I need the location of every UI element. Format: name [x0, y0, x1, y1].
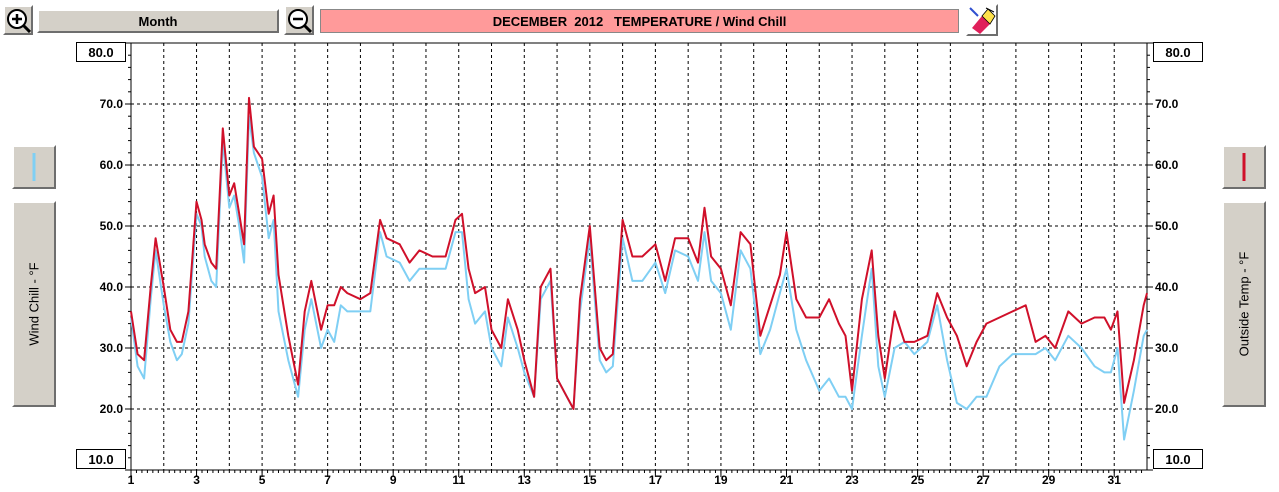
x-tick-label: 15 [583, 473, 597, 487]
x-tick-label: 5 [259, 473, 266, 487]
y-tick-label-right: 60.0 [1155, 158, 1179, 172]
x-tick-label: 23 [845, 473, 859, 487]
chart-title: DECEMBER 2012 TEMPERATURE / Wind Chill [320, 9, 959, 33]
y-tick-label-left: 20.0 [100, 402, 124, 416]
x-tick-label: 11 [452, 473, 465, 487]
wind-chill-legend-swatch[interactable] [12, 145, 56, 189]
x-tick-label: 31 [1108, 473, 1122, 487]
left-axis-min[interactable]: 10.0 [76, 449, 126, 469]
zoom-in-magnifier-icon [7, 9, 31, 33]
x-tick-label: 1 [128, 473, 135, 487]
x-tick-label: 9 [390, 473, 397, 487]
y-tick-label-left: 30.0 [100, 341, 124, 355]
right-axis-max[interactable]: 80.0 [1153, 42, 1203, 62]
outside-temp-legend-swatch[interactable] [1222, 145, 1266, 189]
outside-temp-line-icon [1242, 153, 1246, 181]
zoom-out-magnifier-icon [288, 9, 312, 33]
y-tick-label-right: 40.0 [1155, 280, 1179, 294]
outside-temp-line [130, 96, 1148, 410]
x-tick-label: 13 [518, 473, 532, 487]
x-tick-label: 21 [780, 473, 794, 487]
y-tick-label-right: 30.0 [1155, 341, 1179, 355]
y-tick-label-left: 70.0 [100, 97, 124, 111]
y-tick-label-right: 70.0 [1155, 97, 1179, 111]
zoom-out-button[interactable] [284, 5, 314, 35]
right-axis-min[interactable]: 10.0 [1153, 449, 1203, 469]
y-tick-label-right: 20.0 [1155, 402, 1179, 416]
x-tick-label: 27 [976, 473, 990, 487]
print-button[interactable] [966, 4, 998, 36]
wind-chill-axis-button[interactable]: Wind Chill - °F [12, 201, 56, 407]
x-tick-label: 3 [193, 473, 200, 487]
x-tick-label: 29 [1042, 473, 1056, 487]
x-tick-label: 17 [649, 473, 663, 487]
left-axis-max[interactable]: 80.0 [76, 42, 126, 62]
y-tick-label-left: 40.0 [100, 280, 124, 294]
period-select-button[interactable]: Month [37, 9, 279, 33]
x-tick-label: 25 [911, 473, 925, 487]
outside-temp-axis-button[interactable]: Outside Temp - °F [1222, 201, 1266, 407]
wind-chill-line-icon [32, 153, 36, 181]
y-tick-label-left: 60.0 [100, 158, 124, 172]
y-tick-label-left: 50.0 [100, 219, 124, 233]
x-tick-label: 19 [714, 473, 728, 487]
y-tick-label-right: 50.0 [1155, 219, 1179, 233]
paint-eraser-icon [968, 6, 996, 34]
x-tick-label: 7 [324, 473, 331, 487]
zoom-in-button[interactable] [3, 5, 33, 35]
